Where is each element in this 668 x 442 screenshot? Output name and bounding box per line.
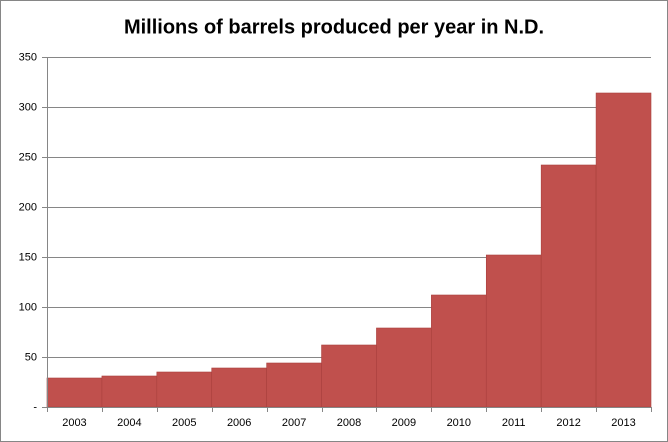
bar bbox=[540, 164, 597, 408]
x-tick-label: 2004 bbox=[117, 417, 141, 429]
bar bbox=[211, 367, 267, 408]
y-tick-label: 250 bbox=[19, 151, 37, 163]
x-tick-label: 2008 bbox=[337, 417, 361, 429]
bar bbox=[595, 92, 652, 408]
y-tick-label: 300 bbox=[19, 101, 37, 113]
y-tick-label: - bbox=[33, 401, 37, 413]
x-tick-label: 2012 bbox=[556, 417, 580, 429]
x-tick-label: 2013 bbox=[611, 417, 635, 429]
y-tick-label: 100 bbox=[19, 301, 37, 313]
bar bbox=[376, 327, 432, 408]
y-tick-label: 50 bbox=[25, 351, 37, 363]
bar bbox=[266, 362, 322, 408]
x-tick-label: 2011 bbox=[502, 417, 526, 429]
y-tick-label: 150 bbox=[19, 251, 37, 263]
x-tick-label: 2006 bbox=[227, 417, 251, 429]
y-tick-label: 350 bbox=[19, 51, 37, 63]
x-tick-label: 2007 bbox=[282, 417, 306, 429]
bar bbox=[431, 294, 487, 408]
x-tick-label: 2003 bbox=[62, 417, 86, 429]
bar bbox=[156, 371, 213, 408]
bar bbox=[321, 344, 377, 408]
x-tick-label: 2010 bbox=[447, 417, 471, 429]
chart-title: Millions of barrels produced per year in… bbox=[124, 16, 544, 38]
bar bbox=[46, 377, 103, 408]
x-tick-label: 2005 bbox=[172, 417, 196, 429]
bar bbox=[485, 254, 542, 408]
y-tick-label: 200 bbox=[19, 201, 37, 213]
x-tick-label: 2009 bbox=[392, 417, 416, 429]
bar bbox=[101, 375, 158, 408]
